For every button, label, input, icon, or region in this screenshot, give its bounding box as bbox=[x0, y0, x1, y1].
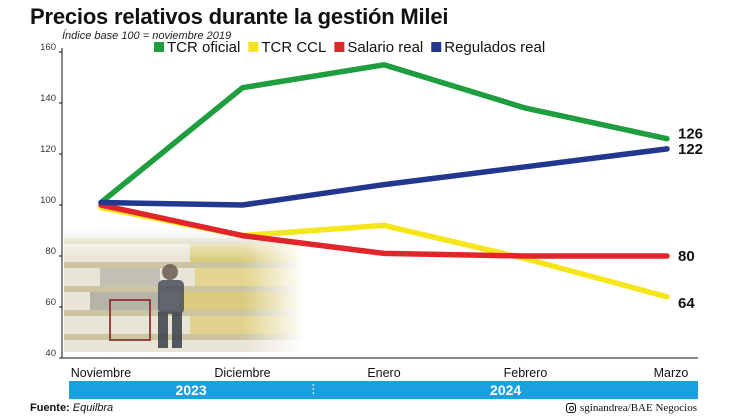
supermarket-photo bbox=[64, 228, 304, 352]
credit-text: sginandrea/BAE Negocios bbox=[580, 402, 697, 414]
y-tick-label: 100 bbox=[40, 195, 56, 206]
y-tick-label: 140 bbox=[40, 93, 56, 104]
legend-label: Regulados real bbox=[444, 39, 545, 56]
data-point bbox=[240, 86, 245, 90]
source-value: Equilbra bbox=[72, 402, 114, 414]
data-point bbox=[382, 183, 386, 187]
legend-label: TCR oficial bbox=[167, 39, 240, 56]
legend-swatch bbox=[431, 42, 442, 52]
data-point bbox=[523, 254, 528, 258]
end-value-label: 122 bbox=[678, 141, 703, 158]
y-tick-label: 40 bbox=[45, 348, 56, 359]
data-point bbox=[665, 147, 669, 151]
year-band-bar bbox=[69, 381, 698, 399]
legend-swatch bbox=[154, 42, 164, 52]
data-point bbox=[665, 295, 669, 299]
year-band: 2023 2024 bbox=[69, 381, 698, 399]
y-tick-label: 60 bbox=[45, 297, 56, 308]
data-point bbox=[382, 223, 386, 227]
end-value-label: 80 bbox=[678, 248, 695, 265]
x-tick-label: Noviembre bbox=[71, 366, 131, 380]
footer-source: Fuente: Equilbra bbox=[30, 402, 113, 414]
instagram-icon bbox=[566, 403, 576, 413]
data-point bbox=[382, 251, 386, 256]
legend-swatch bbox=[334, 42, 345, 52]
x-tick-label: Febrero bbox=[504, 366, 548, 380]
end-labels: 126 64 80 122 bbox=[678, 126, 703, 312]
data-point bbox=[240, 203, 245, 207]
data-point bbox=[523, 165, 528, 169]
legend-swatch bbox=[248, 42, 259, 52]
y-tick-label: 80 bbox=[45, 246, 56, 257]
legend-label: Salario real bbox=[347, 39, 423, 56]
x-tick-label: Marzo bbox=[654, 366, 689, 380]
end-value-label: 64 bbox=[678, 295, 695, 312]
x-axis: Noviembre Diciembre Enero Febrero Marzo bbox=[62, 357, 698, 380]
data-point bbox=[665, 254, 669, 258]
end-value-label: 126 bbox=[678, 126, 703, 143]
series-line-3 bbox=[98, 146, 670, 208]
data-point bbox=[665, 137, 669, 141]
legend: TCR oficial TCR CCL Salario real Regulados … bbox=[154, 39, 545, 56]
data-point bbox=[99, 200, 103, 205]
x-tick-label: Enero bbox=[367, 366, 400, 380]
chart-subtitle: Índice base 100 = noviembre 2019 bbox=[62, 30, 232, 42]
footer-credit: sginandrea/BAE Negocios bbox=[566, 402, 697, 414]
year-label: 2023 bbox=[176, 382, 207, 398]
y-tick-label: 120 bbox=[40, 144, 56, 155]
x-tick-label: Diciembre bbox=[214, 366, 270, 380]
y-axis: 40 60 80 100 120 140 160 bbox=[40, 42, 63, 359]
y-tick-label: 160 bbox=[40, 42, 56, 53]
data-point bbox=[240, 234, 245, 238]
year-label: 2024 bbox=[490, 382, 521, 398]
data-point bbox=[382, 63, 386, 67]
data-point bbox=[523, 106, 528, 110]
source-label: Fuente: bbox=[30, 402, 70, 414]
series-layer bbox=[98, 62, 670, 300]
legend-label: TCR CCL bbox=[261, 39, 326, 56]
chart-title: Precios relativos durante la gestión Mil… bbox=[30, 4, 449, 29]
